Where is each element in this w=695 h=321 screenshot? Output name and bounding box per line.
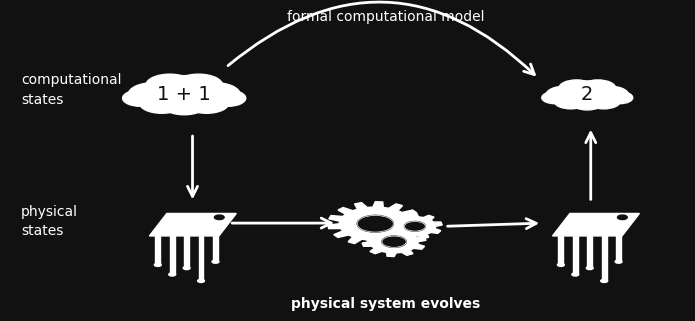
Circle shape xyxy=(572,273,579,276)
Text: physical
states: physical states xyxy=(21,205,78,238)
Circle shape xyxy=(162,94,206,115)
Polygon shape xyxy=(387,213,442,239)
Circle shape xyxy=(617,215,627,220)
Polygon shape xyxy=(149,213,236,236)
Circle shape xyxy=(591,86,628,104)
Circle shape xyxy=(542,92,568,104)
Circle shape xyxy=(214,215,224,220)
Bar xyxy=(559,236,563,265)
Circle shape xyxy=(146,76,222,111)
Bar xyxy=(616,236,621,262)
Circle shape xyxy=(571,95,604,110)
Circle shape xyxy=(615,260,622,263)
Circle shape xyxy=(169,273,176,276)
Circle shape xyxy=(154,263,161,266)
Circle shape xyxy=(357,215,393,232)
Circle shape xyxy=(404,221,425,231)
Text: 1 + 1: 1 + 1 xyxy=(157,85,211,104)
Text: 2: 2 xyxy=(581,85,594,104)
Text: computational
states: computational states xyxy=(21,73,122,107)
Circle shape xyxy=(140,93,184,113)
Circle shape xyxy=(197,279,204,282)
Circle shape xyxy=(146,74,194,96)
Circle shape xyxy=(183,266,190,270)
Polygon shape xyxy=(553,213,639,236)
Circle shape xyxy=(189,82,240,106)
Circle shape xyxy=(587,94,621,109)
Circle shape xyxy=(211,90,246,106)
Circle shape xyxy=(557,263,564,266)
Bar xyxy=(573,236,578,274)
Circle shape xyxy=(128,82,179,106)
Circle shape xyxy=(600,279,607,282)
Circle shape xyxy=(174,74,222,96)
Polygon shape xyxy=(328,202,423,246)
Bar xyxy=(199,236,204,281)
Circle shape xyxy=(554,94,587,109)
Bar xyxy=(170,236,174,274)
Circle shape xyxy=(587,266,593,270)
Bar xyxy=(156,236,161,265)
Bar xyxy=(587,236,592,268)
Circle shape xyxy=(212,260,219,263)
Text: formal computational model: formal computational model xyxy=(287,10,484,24)
Bar xyxy=(602,236,607,281)
Bar xyxy=(213,236,218,262)
Polygon shape xyxy=(362,227,426,256)
Circle shape xyxy=(559,81,616,107)
Circle shape xyxy=(184,93,229,113)
Circle shape xyxy=(559,80,594,96)
Bar xyxy=(184,236,189,268)
Circle shape xyxy=(122,90,158,106)
Circle shape xyxy=(580,80,616,96)
Circle shape xyxy=(607,92,632,104)
Circle shape xyxy=(382,236,407,247)
Text: physical system evolves: physical system evolves xyxy=(291,297,480,311)
Circle shape xyxy=(546,86,584,104)
